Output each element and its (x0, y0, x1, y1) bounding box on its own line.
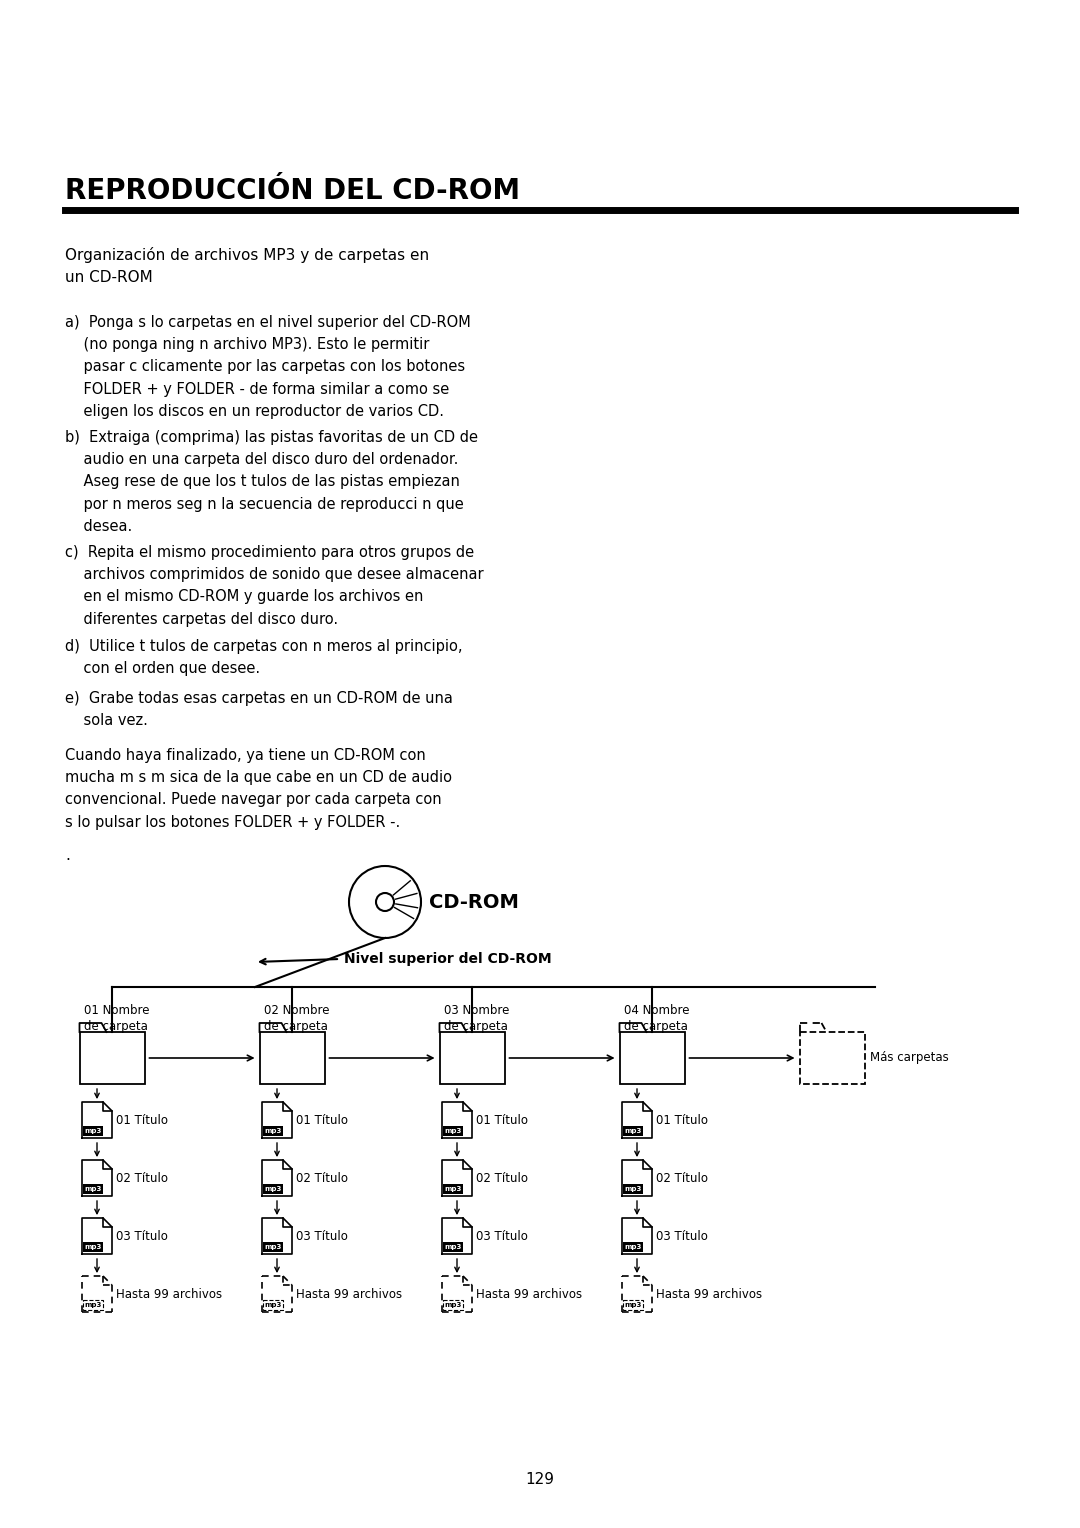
Text: d)  Utilice t tulos de carpetas con n meros al principio,
    con el orden que d: d) Utilice t tulos de carpetas con n mer… (65, 639, 462, 677)
Bar (264, 1300, 283, 1309)
Text: Nivel superior del CD-ROM: Nivel superior del CD-ROM (345, 952, 552, 966)
Bar (264, 1126, 283, 1135)
Text: 01 Título: 01 Título (116, 1114, 168, 1126)
Bar (799, 1031, 864, 1083)
Text: 01 Título: 01 Título (656, 1114, 708, 1126)
Text: mp3: mp3 (624, 1128, 642, 1134)
Text: 03 Título: 03 Título (656, 1230, 707, 1242)
Text: mp3: mp3 (265, 1302, 282, 1308)
Text: mp3: mp3 (84, 1244, 102, 1250)
Bar (620, 1031, 685, 1083)
Bar (443, 1126, 463, 1135)
Bar (443, 1184, 463, 1193)
Text: CD-ROM: CD-ROM (429, 892, 518, 912)
Bar (83, 1184, 103, 1193)
Text: 03 Título: 03 Título (116, 1230, 167, 1242)
Bar (623, 1300, 643, 1309)
Text: e)  Grabe todas esas carpetas en un CD-ROM de una
    sola vez.: e) Grabe todas esas carpetas en un CD-RO… (65, 691, 453, 729)
Text: mp3: mp3 (444, 1128, 461, 1134)
Text: mp3: mp3 (624, 1244, 642, 1250)
Text: a)  Ponga s lo carpetas en el nivel superior del CD-ROM
    (no ponga ning n arc: a) Ponga s lo carpetas en el nivel super… (65, 315, 471, 419)
Text: Cuando haya finalizado, ya tiene un CD-ROM con
mucha m s m sica de la que cabe e: Cuando haya finalizado, ya tiene un CD-R… (65, 749, 453, 830)
Text: mp3: mp3 (265, 1128, 282, 1134)
Text: Hasta 99 archivos: Hasta 99 archivos (296, 1288, 402, 1300)
Bar (443, 1300, 463, 1309)
Bar (623, 1126, 643, 1135)
Circle shape (349, 866, 421, 938)
Text: 02 Título: 02 Título (656, 1172, 708, 1184)
Bar (623, 1184, 643, 1193)
Bar (443, 1242, 463, 1251)
Text: mp3: mp3 (624, 1302, 642, 1308)
Bar (264, 1242, 283, 1251)
Bar (83, 1300, 103, 1309)
Text: mp3: mp3 (624, 1186, 642, 1192)
Text: Hasta 99 archivos: Hasta 99 archivos (116, 1288, 222, 1300)
Text: Hasta 99 archivos: Hasta 99 archivos (476, 1288, 582, 1300)
Text: 03 Nombre
de carpeta: 03 Nombre de carpeta (444, 1004, 510, 1033)
Text: mp3: mp3 (444, 1186, 461, 1192)
Text: mp3: mp3 (265, 1186, 282, 1192)
Text: 129: 129 (526, 1473, 554, 1487)
Text: 02 Título: 02 Título (476, 1172, 528, 1184)
Text: 01 Título: 01 Título (476, 1114, 528, 1126)
Bar (623, 1242, 643, 1251)
Text: mp3: mp3 (84, 1128, 102, 1134)
Text: b)  Extraiga (comprima) las pistas favoritas de un CD de
    audio en una carpet: b) Extraiga (comprima) las pistas favori… (65, 429, 478, 533)
Text: 02 Título: 02 Título (116, 1172, 168, 1184)
Bar (83, 1126, 103, 1135)
Text: c)  Repita el mismo procedimiento para otros grupos de
    archivos comprimidos : c) Repita el mismo procedimiento para ot… (65, 545, 484, 626)
Text: 03 Título: 03 Título (296, 1230, 348, 1242)
Text: mp3: mp3 (444, 1302, 461, 1308)
Text: 02 Nombre
de carpeta: 02 Nombre de carpeta (264, 1004, 329, 1033)
Text: 01 Nombre
de carpeta: 01 Nombre de carpeta (84, 1004, 149, 1033)
Text: 03 Título: 03 Título (476, 1230, 528, 1242)
Text: Hasta 99 archivos: Hasta 99 archivos (656, 1288, 762, 1300)
Text: mp3: mp3 (265, 1244, 282, 1250)
Text: mp3: mp3 (84, 1302, 102, 1308)
Text: mp3: mp3 (444, 1244, 461, 1250)
Text: Más carpetas: Más carpetas (870, 1051, 949, 1065)
Text: 02 Título: 02 Título (296, 1172, 348, 1184)
Text: 01 Título: 01 Título (296, 1114, 348, 1126)
Bar (259, 1031, 324, 1083)
Text: .: . (65, 848, 70, 863)
Bar (83, 1242, 103, 1251)
Text: 04 Nombre
de carpeta: 04 Nombre de carpeta (624, 1004, 689, 1033)
Text: mp3: mp3 (84, 1186, 102, 1192)
Bar (80, 1031, 145, 1083)
Bar (440, 1031, 504, 1083)
Bar (264, 1184, 283, 1193)
Text: Organización de archivos MP3 y de carpetas en
un CD-ROM: Organización de archivos MP3 y de carpet… (65, 248, 429, 286)
Circle shape (376, 892, 394, 911)
Text: REPRODUCCIÓN DEL CD-ROM: REPRODUCCIÓN DEL CD-ROM (65, 177, 521, 205)
